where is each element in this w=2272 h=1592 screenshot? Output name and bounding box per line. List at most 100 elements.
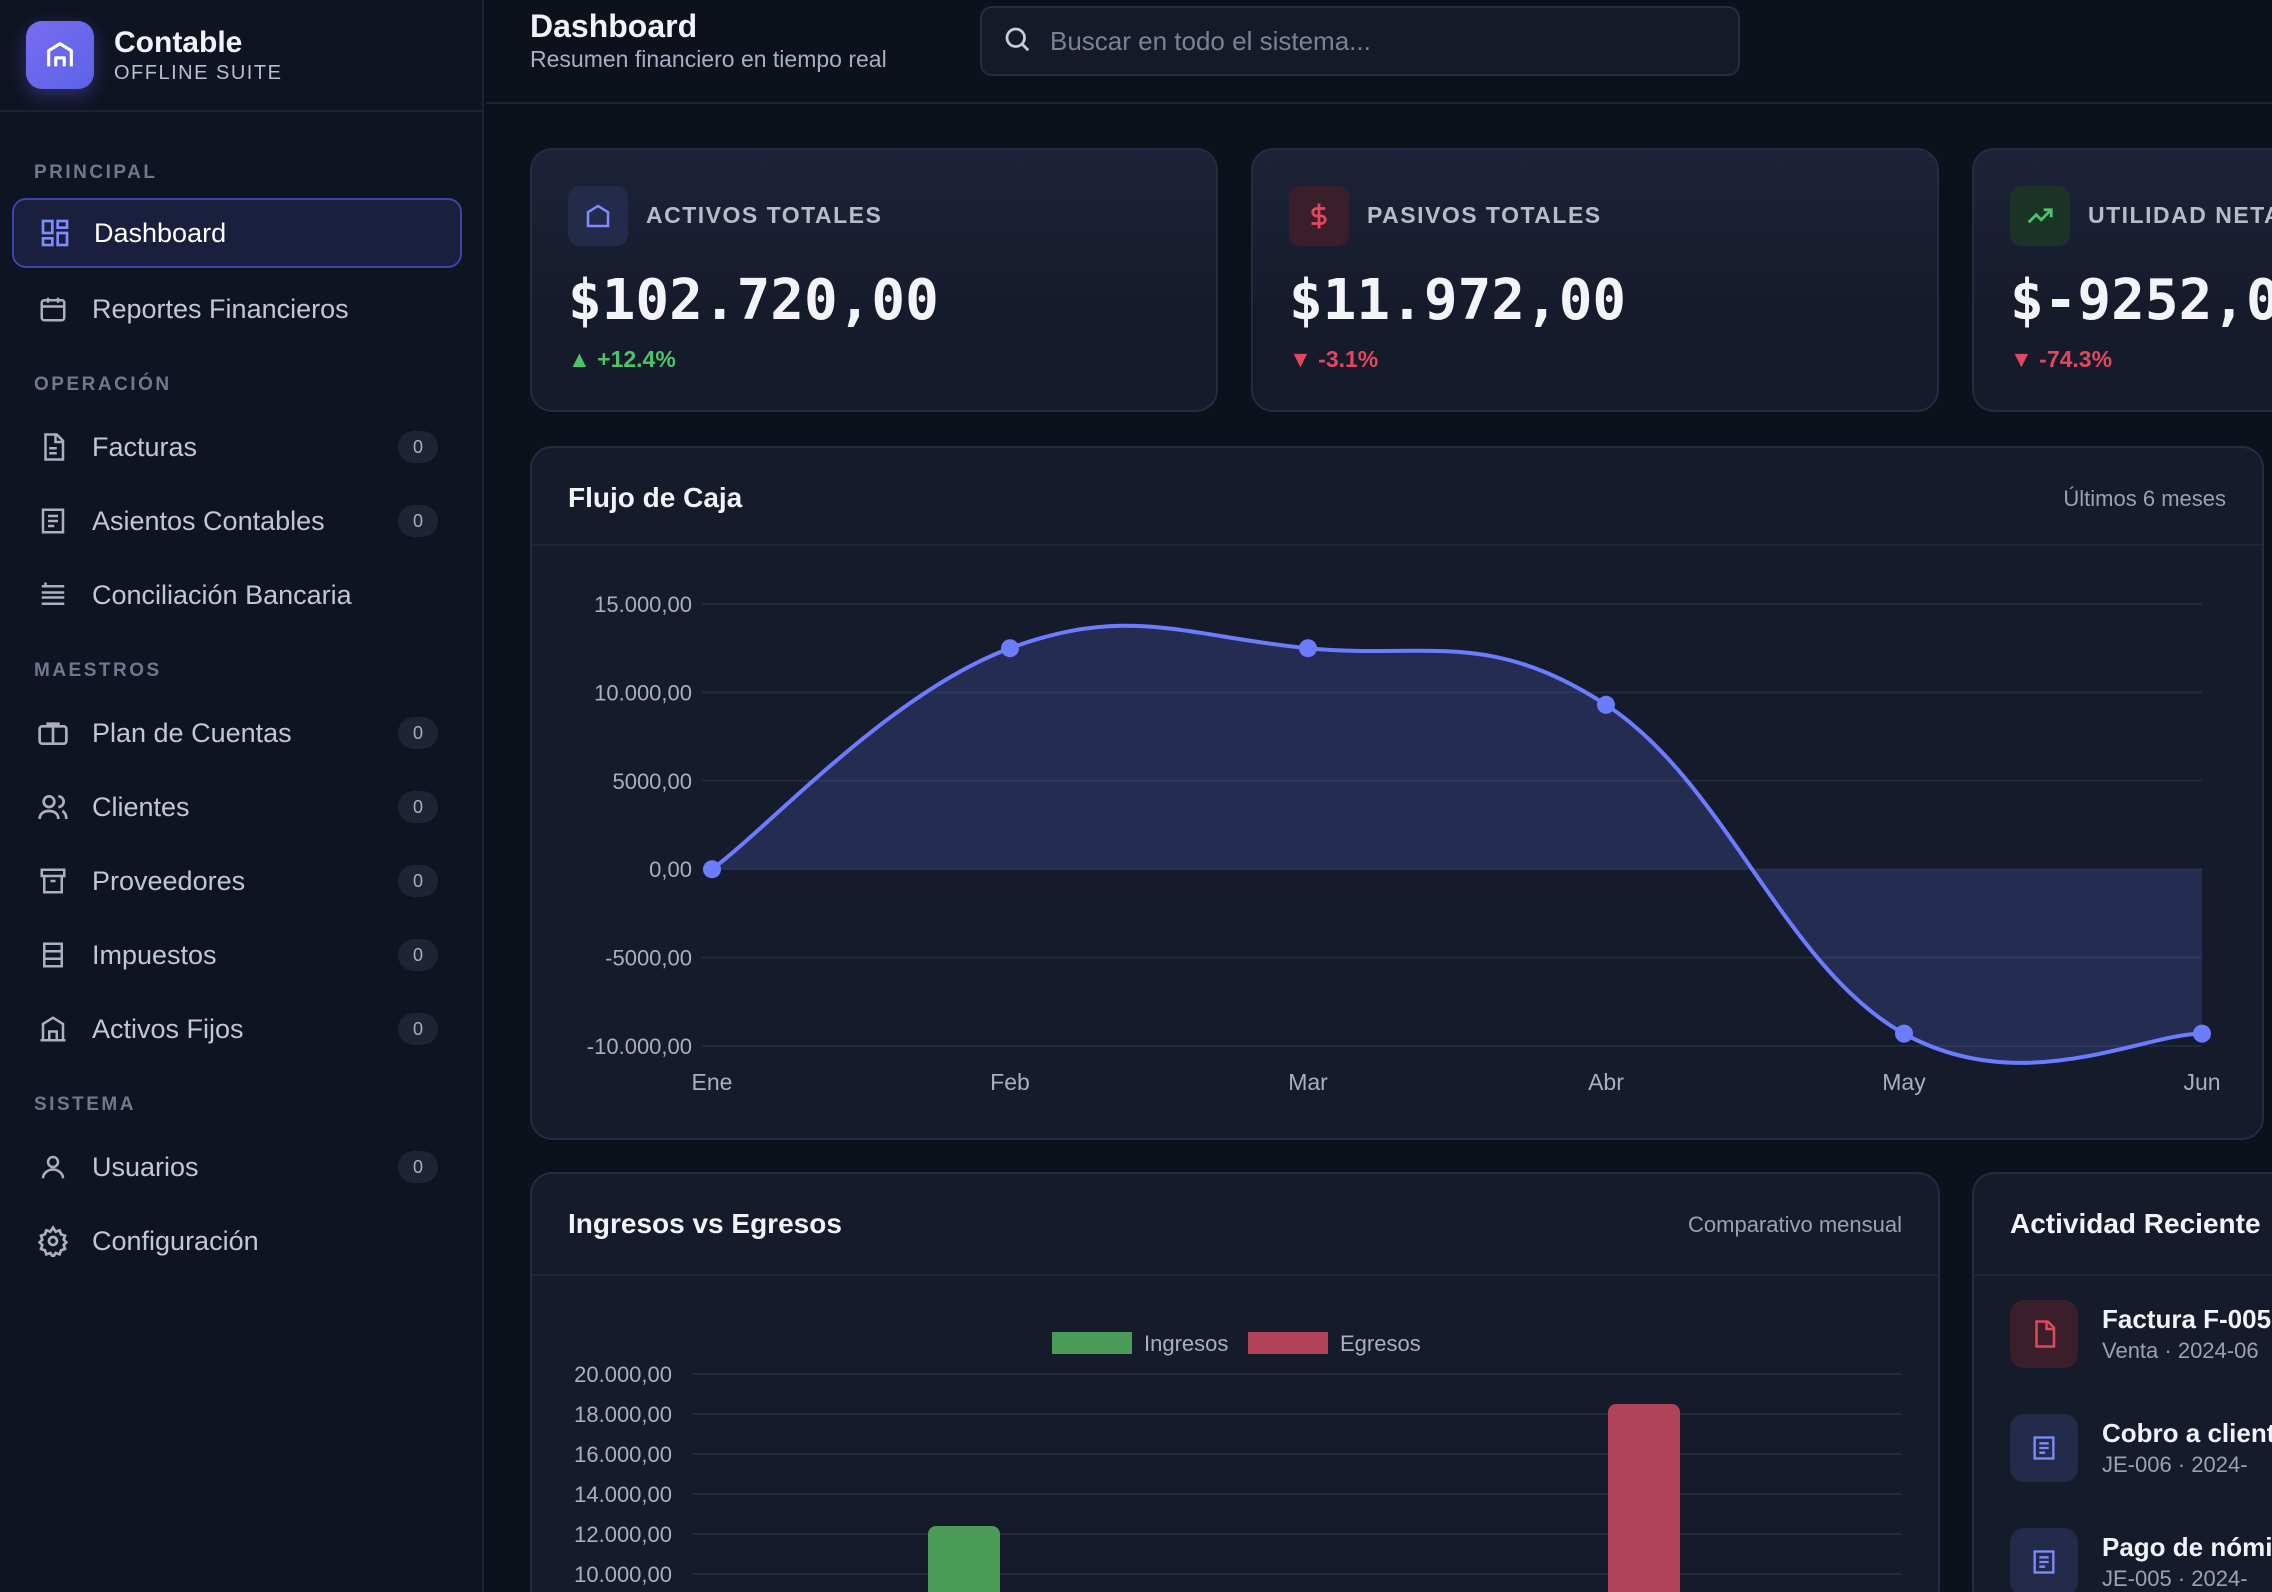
- panel-note: Comparativo mensual: [1688, 1212, 1902, 1237]
- y-tick-label: 14.000,00: [574, 1482, 672, 1507]
- y-tick-label: 15.000,00: [594, 592, 692, 617]
- sidebar-item-label: Configuración: [92, 1225, 259, 1256]
- series-line: [710, 623, 2203, 1065]
- divider: [532, 1274, 1938, 1276]
- users-icon: [36, 790, 70, 824]
- bar: [928, 1526, 1000, 1592]
- count-badge: 0: [398, 717, 438, 749]
- brand-subtitle: OFFLINE SUITE: [114, 61, 283, 84]
- activity-item[interactable]: Factura F-005 Venta · 2024-06: [2010, 1300, 2272, 1370]
- journal-icon: [36, 504, 70, 538]
- activity-subtitle: JE-005 · 2024-: [2102, 1566, 2248, 1591]
- building-icon: [36, 1012, 70, 1046]
- y-tick-label: 16.000,00: [574, 1442, 672, 1467]
- sidebar-item-reportes[interactable]: Reportes Financieros: [12, 274, 462, 344]
- page-subtitle: Resumen financiero en tiempo real: [530, 46, 887, 72]
- stat-card-pasivos: PASIVOS TOTALES $11.972,00 ▼ -3.1%: [1251, 148, 1939, 412]
- count-badge: 0: [398, 431, 438, 463]
- sidebar-item-label: Plan de Cuentas: [92, 717, 292, 748]
- document-icon: [36, 430, 70, 464]
- sidebar-item-label: Reportes Financieros: [92, 293, 349, 324]
- legend-label: Egresos: [1340, 1331, 1421, 1356]
- stat-label: UTILIDAD NETA: [2088, 202, 2272, 228]
- stat-card-utilidad: UTILIDAD NETA $-9252,00 ▼ -74.3%: [1972, 148, 2272, 412]
- y-tick-label: 10.000,00: [574, 1562, 672, 1587]
- x-tick-label: Feb: [990, 1069, 1030, 1095]
- activity-item[interactable]: Pago de nómi JE-005 · 2024-: [2010, 1528, 2272, 1592]
- sidebar-item-label: Dashboard: [94, 217, 227, 248]
- bar: [1608, 1404, 1680, 1592]
- legend-swatch: [1052, 1332, 1132, 1354]
- sidebar-item-configuracion[interactable]: Configuración: [12, 1206, 462, 1276]
- stat-delta: ▲ +12.4%: [568, 346, 676, 372]
- sidebar-item-facturas[interactable]: Facturas 0: [12, 412, 462, 482]
- sidebar-item-clientes[interactable]: Clientes 0: [12, 772, 462, 842]
- legend-swatch: [1248, 1332, 1328, 1354]
- panel-title: Flujo de Caja: [568, 482, 743, 513]
- activity-subtitle: Venta · 2024-06: [2102, 1338, 2259, 1363]
- sidebar-item-asientos[interactable]: Asientos Contables 0: [12, 486, 462, 556]
- count-badge: 0: [398, 505, 438, 537]
- activity-item[interactable]: Cobro a client JE-006 · 2024-: [2010, 1414, 2272, 1484]
- count-badge: 0: [398, 865, 438, 897]
- sidebar-item-usuarios[interactable]: Usuarios 0: [12, 1132, 462, 1202]
- page-title: Dashboard: [530, 8, 698, 44]
- sidebar-item-label: Conciliación Bancaria: [92, 579, 352, 610]
- activity-subtitle: JE-006 · 2024-: [2102, 1452, 2248, 1477]
- grid-icon: [38, 216, 72, 250]
- x-tick-label: Ene: [692, 1069, 733, 1095]
- activity-title: Pago de nómi: [2102, 1532, 2272, 1562]
- sidebar-item-activos-fijos[interactable]: Activos Fijos 0: [12, 994, 462, 1064]
- stat-label: PASIVOS TOTALES: [1367, 202, 1602, 228]
- sidebar-item-label: Clientes: [92, 791, 190, 822]
- bank-icon[interactable]: [26, 21, 94, 89]
- calendar-icon: [36, 292, 70, 326]
- brand: Contable OFFLINE SUITE: [0, 0, 482, 112]
- journal-icon: [2010, 1528, 2078, 1592]
- data-point: [1895, 1024, 1913, 1043]
- x-tick-label: May: [1882, 1069, 1926, 1095]
- sidebar-item-impuestos[interactable]: Impuestos 0: [12, 920, 462, 990]
- y-tick-label: -10.000,00: [587, 1034, 692, 1059]
- x-tick-label: Mar: [1288, 1069, 1328, 1095]
- count-badge: 0: [398, 791, 438, 823]
- user-icon: [36, 1150, 70, 1184]
- stat-value: $102.720,00: [568, 268, 939, 333]
- top-header: Dashboard Resumen financiero en tiempo r…: [486, 0, 2272, 104]
- gear-icon: [36, 1224, 70, 1258]
- legend-label: Ingresos: [1144, 1331, 1228, 1356]
- count-badge: 0: [398, 1151, 438, 1183]
- count-badge: 0: [398, 1013, 438, 1045]
- sidebar-item-dashboard[interactable]: Dashboard: [12, 198, 462, 268]
- activity-panel: Actividad Reciente Factura F-005 Venta ·…: [1972, 1172, 2272, 1592]
- panel-title: Actividad Reciente: [2010, 1208, 2261, 1239]
- brand-name: Contable: [114, 25, 243, 59]
- y-tick-label: 0,00: [649, 857, 692, 882]
- y-tick-label: 10.000,00: [594, 680, 692, 705]
- sidebar-item-label: Asientos Contables: [92, 505, 325, 536]
- y-tick-label: -5000,00: [605, 946, 692, 971]
- stat-value: $11.972,00: [1289, 268, 1627, 333]
- divider: [1974, 1274, 2272, 1276]
- journal-icon: [2010, 1414, 2078, 1482]
- activity-title: Cobro a client: [2102, 1418, 2272, 1448]
- stat-label: ACTIVOS TOTALES: [646, 202, 883, 228]
- section-label-operacion: OPERACIÓN: [34, 374, 172, 395]
- sidebar-item-proveedores[interactable]: Proveedores 0: [12, 846, 462, 916]
- stat-delta: ▼ -74.3%: [2010, 346, 2113, 372]
- data-point: [1597, 695, 1615, 714]
- receipt-icon: [36, 938, 70, 972]
- y-tick-label: 12.000,00: [574, 1522, 672, 1547]
- data-point: [703, 860, 721, 879]
- sidebar-item-label: Usuarios: [92, 1151, 199, 1182]
- bank-icon: [568, 186, 628, 246]
- search-icon: [1002, 24, 1032, 59]
- section-label-maestros: MAESTROS: [34, 660, 162, 681]
- sidebar-item-plan-cuentas[interactable]: Plan de Cuentas 0: [12, 698, 462, 768]
- panel-note: Últimos 6 meses: [2063, 486, 2226, 511]
- search-input[interactable]: Buscar en todo el sistema...: [980, 6, 1740, 76]
- wallet-icon: [36, 716, 70, 750]
- sidebar-item-label: Activos Fijos: [92, 1013, 244, 1044]
- data-point: [2193, 1024, 2211, 1043]
- sidebar-item-conciliacion[interactable]: Conciliación Bancaria: [12, 560, 462, 630]
